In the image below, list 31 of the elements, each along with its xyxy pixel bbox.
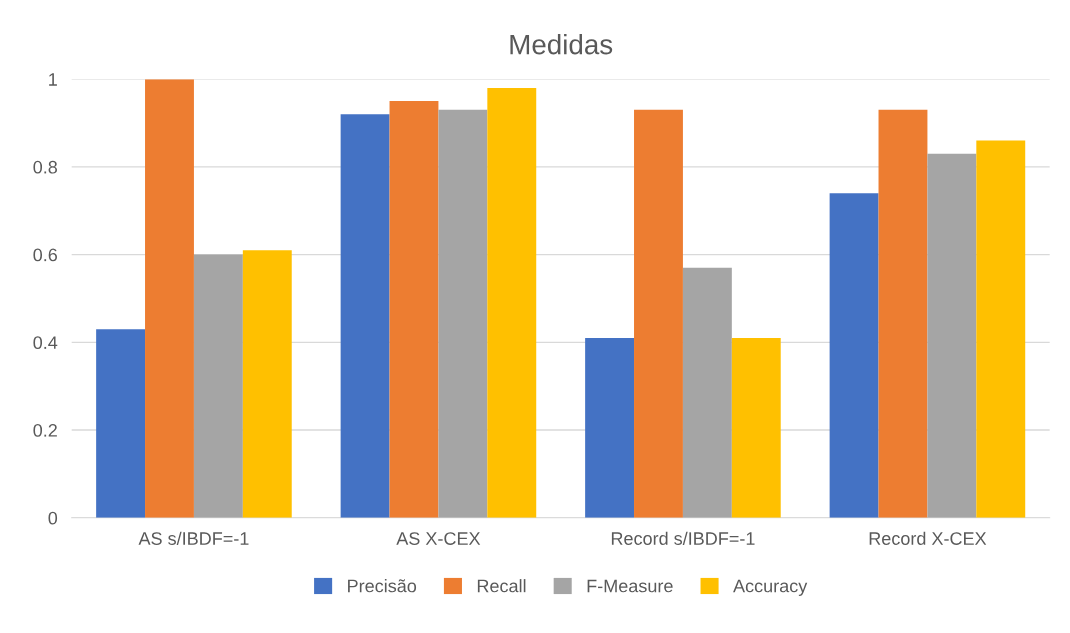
legend-label: Accuracy [733,579,808,596]
bar [145,79,194,518]
x-tick-label: Record X-CEX [869,531,987,545]
bar [829,193,879,518]
legend-label: Precisão [348,579,417,593]
bar [340,114,390,518]
bar [976,140,1026,518]
bar [682,267,732,518]
bar [193,254,243,518]
x-tick-label: Record s/IBDF=-1 [611,531,755,545]
bar [634,109,683,518]
bar [927,153,977,518]
chart-title: Medidas [510,33,613,55]
x-tick-label: AS s/IBDF=-1 [138,531,249,545]
bar [487,87,537,518]
bar [438,109,488,518]
y-tick-label: 0.4 [33,336,58,350]
bar [389,101,439,518]
bar [731,337,781,518]
legend-label: F-Measure [587,579,673,593]
y-tick-label: 0 [48,511,58,525]
bar [878,109,928,518]
x-tick-label: AS X-CEX [396,532,481,545]
bar [242,250,292,518]
bar [96,329,146,518]
legend-label: Recall [477,579,526,593]
y-tick-label: 0.2 [33,423,57,437]
y-tick-label: 1 [49,73,57,86]
bar [585,337,635,518]
y-tick-label: 0.8 [33,160,58,174]
y-tick-label: 0.6 [33,248,58,262]
